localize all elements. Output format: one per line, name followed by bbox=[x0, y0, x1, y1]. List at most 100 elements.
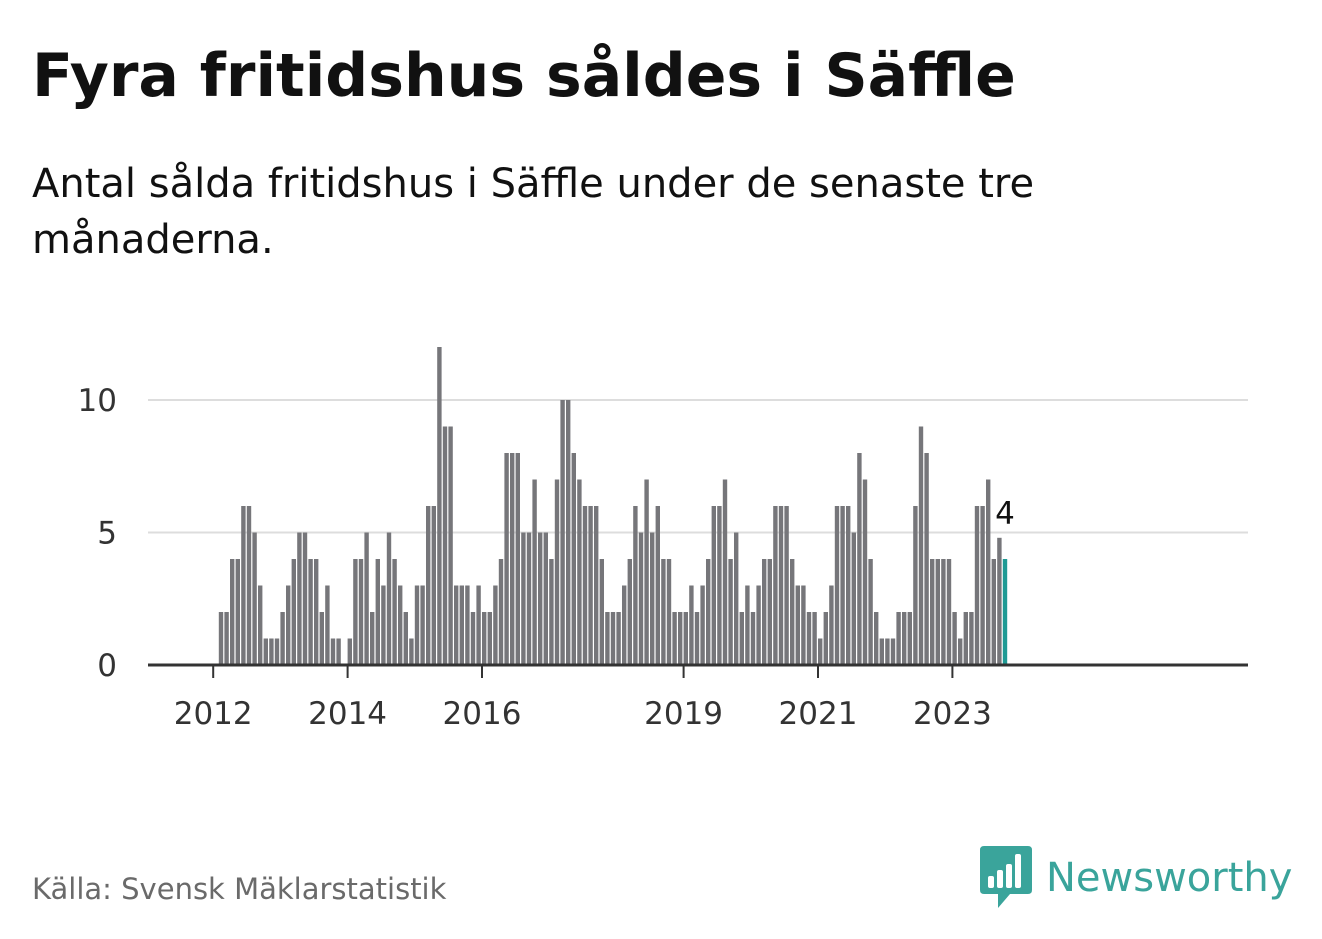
bar bbox=[258, 585, 263, 665]
bar bbox=[767, 559, 772, 665]
bar bbox=[588, 506, 593, 665]
bar bbox=[834, 506, 840, 665]
bar bbox=[812, 612, 817, 665]
bar bbox=[241, 506, 246, 665]
bar bbox=[650, 532, 655, 665]
bar bbox=[918, 426, 924, 665]
bar bbox=[392, 559, 397, 665]
bar bbox=[566, 400, 571, 665]
bar bbox=[818, 638, 823, 665]
bar bbox=[291, 559, 296, 665]
bar bbox=[526, 532, 532, 665]
bar bbox=[504, 453, 509, 665]
bar bbox=[862, 479, 868, 665]
bar bbox=[655, 506, 660, 665]
bars bbox=[218, 347, 1008, 665]
bar bbox=[857, 453, 862, 665]
bar bbox=[493, 585, 498, 665]
bar bbox=[790, 559, 795, 665]
bar bbox=[252, 532, 257, 665]
bar bbox=[795, 585, 800, 665]
bar bbox=[997, 537, 1002, 665]
bar bbox=[946, 559, 952, 665]
bar bbox=[543, 532, 548, 665]
bar bbox=[454, 585, 459, 665]
bar bbox=[599, 559, 604, 665]
bar bbox=[633, 506, 638, 665]
bar bbox=[616, 612, 621, 665]
bar bbox=[924, 453, 929, 665]
bar bbox=[437, 347, 442, 665]
bar bbox=[269, 638, 274, 665]
bar bbox=[902, 612, 907, 665]
bar bbox=[756, 585, 761, 665]
chart-subtitle: Antal sålda fritidshus i Säffle under de… bbox=[32, 161, 1035, 263]
bar bbox=[750, 612, 756, 665]
bar bbox=[722, 479, 728, 665]
bar bbox=[571, 453, 576, 665]
bar bbox=[930, 559, 935, 665]
bar bbox=[336, 638, 341, 665]
x-tick-label: 2019 bbox=[644, 696, 723, 732]
bar bbox=[560, 400, 565, 665]
newsworthy-logo[interactable]: Newsworthy bbox=[980, 846, 1292, 910]
bar bbox=[739, 612, 744, 665]
x-tick-label: 2016 bbox=[443, 696, 522, 732]
bar bbox=[644, 479, 649, 665]
bar bbox=[224, 612, 229, 665]
bar bbox=[549, 559, 554, 665]
bar bbox=[302, 532, 308, 665]
bar bbox=[874, 612, 879, 665]
bar bbox=[510, 453, 515, 665]
bar bbox=[778, 506, 784, 665]
bar bbox=[689, 585, 694, 665]
bar bbox=[907, 612, 912, 665]
bar bbox=[442, 426, 448, 665]
bar bbox=[577, 479, 582, 665]
bar bbox=[745, 585, 750, 665]
bar bbox=[784, 506, 789, 665]
bar bbox=[246, 506, 252, 665]
bar bbox=[935, 559, 940, 665]
bar bbox=[700, 585, 705, 665]
bar bbox=[358, 559, 364, 665]
bar bbox=[554, 479, 560, 665]
bar bbox=[991, 559, 996, 665]
x-tick-label: 2012 bbox=[174, 696, 253, 732]
y-tick-label: 10 bbox=[78, 383, 117, 419]
bar bbox=[459, 585, 464, 665]
bar bbox=[521, 532, 526, 665]
x-tick-label: 2014 bbox=[308, 696, 387, 732]
bar bbox=[235, 559, 240, 665]
bar bbox=[314, 559, 319, 665]
bar bbox=[538, 532, 543, 665]
y-tick-label: 0 bbox=[97, 648, 117, 684]
bar-chart-speech-bubble-icon bbox=[980, 846, 1032, 908]
bar bbox=[515, 453, 520, 665]
bar bbox=[330, 638, 336, 665]
bar bbox=[353, 559, 358, 665]
bar bbox=[717, 506, 722, 665]
bar bbox=[409, 638, 414, 665]
bar bbox=[375, 559, 380, 665]
data-labels: 4 bbox=[995, 496, 1015, 532]
bar bbox=[286, 585, 291, 665]
latest-value-label: 4 bbox=[995, 496, 1015, 532]
bar bbox=[706, 559, 711, 665]
bar bbox=[980, 506, 985, 665]
bar bbox=[666, 559, 672, 665]
bar bbox=[661, 559, 666, 665]
bar bbox=[913, 506, 918, 665]
bar bbox=[532, 479, 537, 665]
grid-lines bbox=[148, 399, 1248, 534]
bar bbox=[398, 585, 403, 665]
x-axis: 2012 2014 2016 2019 2021 2023 bbox=[148, 663, 1248, 732]
bar bbox=[280, 612, 285, 665]
x-tick-label: 2023 bbox=[913, 696, 992, 732]
source-note: Källa: Svensk Mäklarstatistik bbox=[32, 872, 447, 906]
bar bbox=[896, 612, 901, 665]
bar bbox=[773, 506, 778, 665]
bar bbox=[806, 612, 812, 665]
bar bbox=[420, 585, 425, 665]
bar bbox=[431, 506, 436, 665]
